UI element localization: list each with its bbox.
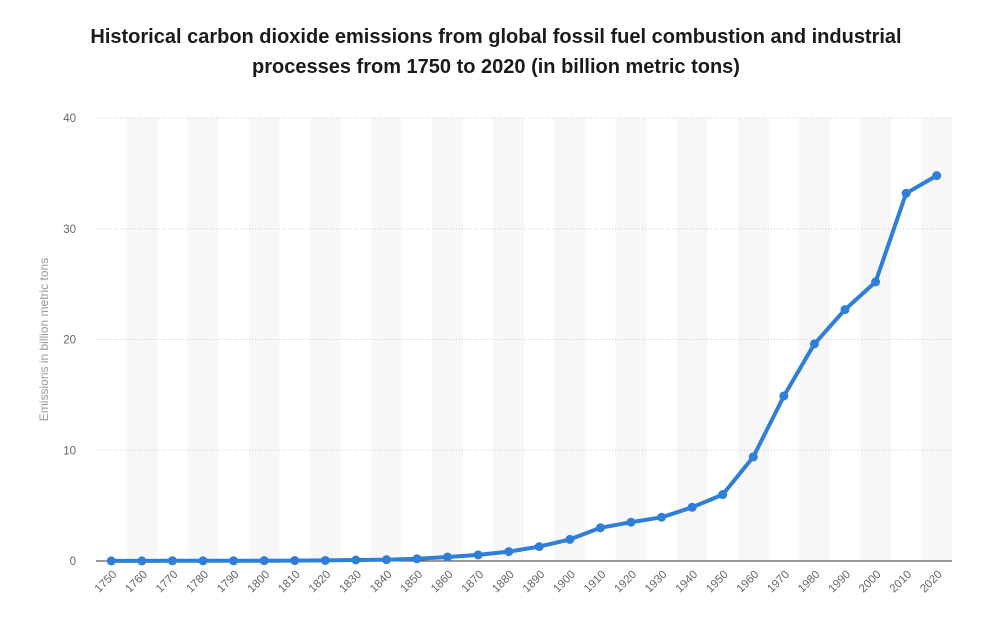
data-point-1970 xyxy=(779,391,789,401)
data-point-1790 xyxy=(229,556,239,566)
x-tick-label: 1970 xyxy=(765,569,792,596)
series-line xyxy=(109,173,939,563)
series-group xyxy=(106,171,942,566)
data-point-1940 xyxy=(687,502,697,512)
x-tick-label: 1960 xyxy=(735,569,762,596)
x-tick-label: 1800 xyxy=(246,569,273,596)
x-tick-labels: 1750 1760 1770 1780 1790 1800 1810 1820 1830 1840… xyxy=(93,569,945,596)
x-tick-label: 1760 xyxy=(123,569,150,596)
data-point-1810 xyxy=(290,556,300,566)
x-tick-label: 1810 xyxy=(276,569,303,596)
chart-title-line-2: processes from 1750 to 2020 (in billion … xyxy=(252,56,740,78)
band-1820 xyxy=(310,118,341,561)
data-point-1870 xyxy=(473,550,483,560)
x-tick-label: 1950 xyxy=(704,569,731,596)
data-point-1910 xyxy=(595,523,605,533)
x-tick-label: 1880 xyxy=(490,569,517,596)
data-point-2000 xyxy=(871,277,881,287)
data-point-1800 xyxy=(259,556,269,566)
y-tick-label: 40 xyxy=(63,113,76,125)
x-tick-label: 1850 xyxy=(399,569,426,596)
y-tick-label: 30 xyxy=(63,224,76,236)
data-point-1840 xyxy=(381,555,391,565)
data-point-1900 xyxy=(565,534,575,544)
data-point-1860 xyxy=(443,552,453,562)
x-tick-label: 1770 xyxy=(154,569,181,596)
y-axis-title: Emissions in billion metric tons xyxy=(37,258,51,421)
data-point-1750 xyxy=(106,556,116,566)
data-point-1770 xyxy=(167,556,177,566)
data-point-1990 xyxy=(840,305,850,315)
data-point-1880 xyxy=(504,547,514,557)
x-tick-label: 1750 xyxy=(93,569,120,596)
x-tick-label: 1930 xyxy=(643,569,670,596)
y-tick-label: 0 xyxy=(70,556,76,568)
data-point-1780 xyxy=(198,556,208,566)
x-tick-label: 2000 xyxy=(857,569,884,596)
x-tick-label: 1830 xyxy=(337,569,364,596)
chart-title-line-1: Historical carbon dioxide emissions from… xyxy=(90,26,902,48)
x-tick-label: 1980 xyxy=(796,569,823,596)
data-point-1820 xyxy=(320,555,330,565)
y-tick-labels: 0 10 20 30 40 xyxy=(63,113,76,568)
x-tick-label: 1870 xyxy=(460,569,487,596)
data-point-2010 xyxy=(901,188,911,198)
band-1900 xyxy=(554,118,586,561)
x-tick-label: 1900 xyxy=(551,569,578,596)
data-point-1760 xyxy=(137,556,147,566)
x-tick-label: 1840 xyxy=(368,569,395,596)
chart-title: Historical carbon dioxide emissions from… xyxy=(0,22,992,82)
x-tick-label: 1820 xyxy=(307,569,334,596)
x-tick-label: 2010 xyxy=(888,569,915,596)
x-tick-label: 1780 xyxy=(185,569,212,596)
data-point-2020 xyxy=(932,171,942,181)
x-tick-label: 1990 xyxy=(827,569,854,596)
data-point-1980 xyxy=(809,339,819,349)
y-tick-label: 10 xyxy=(63,445,76,457)
x-tick-label: 2020 xyxy=(918,569,945,596)
data-point-1890 xyxy=(534,542,544,552)
x-tick-label: 1920 xyxy=(613,569,640,596)
x-tick-label: 1890 xyxy=(521,569,548,596)
x-tick-label: 1910 xyxy=(582,569,609,596)
data-point-1920 xyxy=(626,517,636,527)
data-point-1850 xyxy=(412,554,422,564)
x-tick-label: 1790 xyxy=(215,569,242,596)
data-point-1830 xyxy=(351,555,361,565)
x-tick-label: 1860 xyxy=(429,569,456,596)
x-tick-label: 1940 xyxy=(674,569,701,596)
data-point-1960 xyxy=(748,452,758,462)
band-1920 xyxy=(615,118,647,561)
data-point-1930 xyxy=(657,512,667,522)
y-tick-label: 20 xyxy=(63,335,76,347)
data-point-1950 xyxy=(718,490,728,500)
